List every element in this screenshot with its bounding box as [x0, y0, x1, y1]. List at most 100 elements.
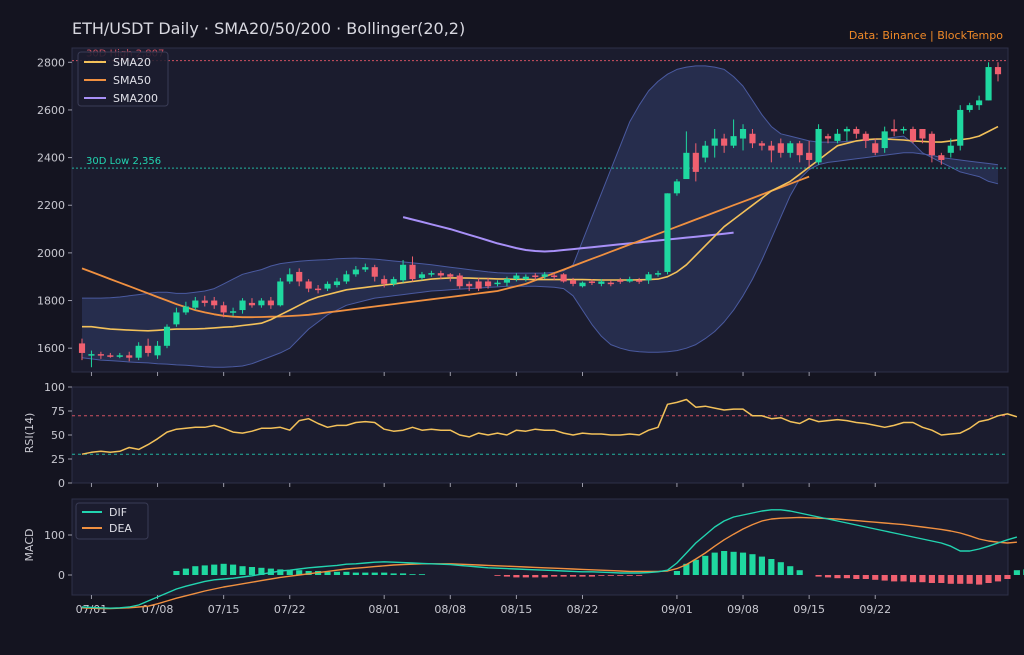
candle-body [475, 281, 482, 289]
macd-histogram-bar [843, 575, 850, 579]
candle-body [891, 129, 898, 132]
macd-histogram-bar [721, 551, 728, 575]
xtick-label: 09/01 [661, 603, 693, 616]
macd-histogram-bar [1004, 575, 1011, 579]
candle-body [343, 274, 350, 282]
candle-body [296, 271, 303, 282]
candle-body [862, 133, 869, 141]
candle-body [626, 279, 633, 282]
candle-body [522, 276, 529, 280]
candle-body [173, 312, 180, 325]
candle-body [872, 143, 879, 153]
candle-body [976, 100, 983, 106]
candle-body [381, 279, 388, 284]
macd-histogram-bar [201, 565, 208, 575]
macd-histogram-bar [381, 572, 388, 575]
candle-body [815, 129, 822, 163]
macd-histogram-bar [551, 575, 558, 577]
xtick-label: 07/22 [274, 603, 306, 616]
candle-body [588, 281, 596, 283]
candle-body [116, 355, 123, 357]
candle-body [333, 281, 341, 286]
macd-histogram-bar [324, 571, 331, 575]
bollinger-band-fill [82, 65, 998, 368]
candle-body [683, 152, 690, 180]
candle-body [551, 275, 558, 278]
candle-body [664, 193, 671, 272]
macd-histogram-bar [985, 575, 992, 583]
candle-body [579, 282, 586, 287]
candle-body [881, 131, 888, 149]
candle-body [730, 136, 737, 146]
30d-low-label: 30D Low 2,356 [86, 156, 161, 167]
macd-histogram-bar [343, 571, 350, 575]
macd-histogram-bar [730, 551, 737, 575]
candle-body [126, 355, 133, 358]
rsi-ytick-label: 75 [51, 405, 65, 418]
candle-body [787, 143, 794, 153]
candle-body [428, 273, 435, 275]
macd-histogram-bar [286, 570, 293, 575]
price-legend: SMA20 SMA50 SMA200 [77, 51, 169, 107]
candle-body [796, 143, 803, 156]
candle-body [466, 283, 473, 287]
candle-body [315, 288, 322, 291]
macd-histogram-bar [994, 575, 1002, 582]
price-ytick-label: 2000 [37, 247, 65, 260]
candle-body [277, 281, 284, 306]
macd-histogram-bar [503, 575, 511, 577]
candle-body [97, 354, 104, 356]
data-source-label: Data: Binance | BlockTempo [849, 29, 1003, 42]
bollinger-upper-line [82, 65, 999, 299]
macd-histogram-bar [211, 564, 218, 575]
xtick-label: 09/15 [793, 603, 825, 616]
rsi-axis-label: RSI(14) [23, 413, 36, 453]
candle-body [739, 129, 747, 139]
candle-body [107, 355, 114, 357]
candle-body [437, 273, 444, 276]
rsi-ytick-label: 25 [51, 453, 65, 466]
macd-panel: 0 100 07/01 07/08 07/15 07/22 08/01 08/08 08/15 0… [44, 498, 1024, 616]
legend-label-sma50: SMA50 [113, 74, 151, 87]
legend-label-sma200: SMA200 [113, 92, 158, 105]
candle-body [390, 279, 397, 284]
macd-histogram-bar [494, 575, 501, 576]
xtick-label: 07/08 [142, 603, 174, 616]
macd-histogram-bar [362, 572, 369, 575]
dif-line [81, 509, 1018, 609]
macd-histogram-bar [824, 575, 832, 578]
candle-body [239, 300, 246, 311]
candle-body [267, 300, 274, 306]
candle-body [928, 133, 935, 156]
macd-histogram-bar [409, 574, 416, 575]
macd-histogram-bar [352, 572, 359, 575]
candle-body [806, 152, 813, 160]
xtick-label: 07/01 [76, 603, 108, 616]
macd-histogram-bar [787, 566, 794, 575]
macd-histogram-bar [834, 575, 841, 579]
macd-histogram-bar [692, 559, 699, 575]
macd-histogram-bar [569, 575, 577, 577]
macd-histogram-bar [400, 573, 407, 575]
candle-body [777, 143, 784, 153]
xtick-label: 08/15 [501, 603, 533, 616]
rsi-frame [71, 386, 1009, 484]
rsi-panel: 0 25 50 75 100 [44, 381, 1018, 490]
macd-histogram-bar [758, 556, 765, 575]
candle-body [636, 280, 643, 282]
xtick-label: 09/22 [859, 603, 891, 616]
macd-histogram-bar [853, 575, 860, 579]
macd-histogram-bar [192, 566, 199, 575]
macd-histogram-bar [749, 554, 756, 575]
candle-body [258, 300, 265, 306]
candle-body [541, 274, 548, 277]
candle-body [853, 129, 860, 134]
candle-body [503, 279, 511, 283]
price-ytick-label: 1600 [37, 342, 65, 355]
candle-body [211, 300, 218, 306]
xtick-label: 07/15 [208, 603, 240, 616]
macd-histogram-bar [777, 562, 784, 575]
candle-body [484, 281, 492, 287]
candle-body [834, 133, 841, 141]
